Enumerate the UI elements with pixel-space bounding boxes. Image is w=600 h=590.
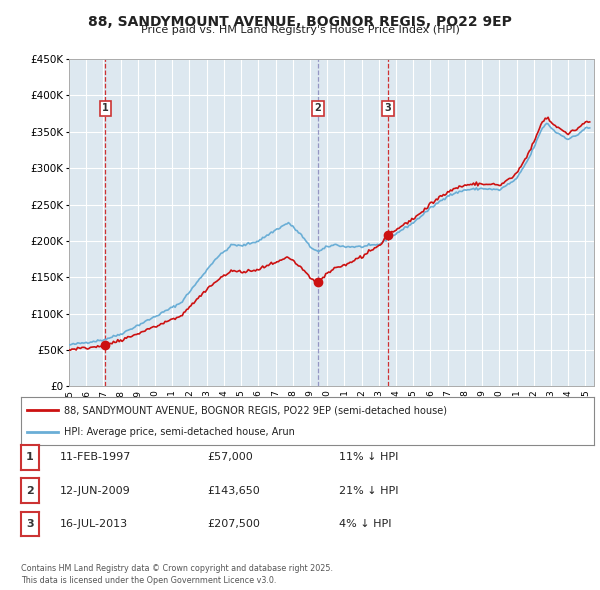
Text: Price paid vs. HM Land Registry's House Price Index (HPI): Price paid vs. HM Land Registry's House … — [140, 25, 460, 35]
Text: 4% ↓ HPI: 4% ↓ HPI — [339, 519, 391, 529]
Text: 11-FEB-1997: 11-FEB-1997 — [60, 453, 131, 462]
Text: HPI: Average price, semi-detached house, Arun: HPI: Average price, semi-detached house,… — [64, 427, 295, 437]
Text: 2: 2 — [314, 103, 321, 113]
Text: 11% ↓ HPI: 11% ↓ HPI — [339, 453, 398, 462]
Text: 88, SANDYMOUNT AVENUE, BOGNOR REGIS, PO22 9EP (semi-detached house): 88, SANDYMOUNT AVENUE, BOGNOR REGIS, PO2… — [64, 405, 447, 415]
Text: 3: 3 — [385, 103, 392, 113]
Text: £207,500: £207,500 — [207, 519, 260, 529]
Text: 21% ↓ HPI: 21% ↓ HPI — [339, 486, 398, 496]
Text: 1: 1 — [102, 103, 109, 113]
Text: 12-JUN-2009: 12-JUN-2009 — [60, 486, 131, 496]
Text: Contains HM Land Registry data © Crown copyright and database right 2025.
This d: Contains HM Land Registry data © Crown c… — [21, 564, 333, 585]
Text: 3: 3 — [26, 519, 34, 529]
Text: 88, SANDYMOUNT AVENUE, BOGNOR REGIS, PO22 9EP: 88, SANDYMOUNT AVENUE, BOGNOR REGIS, PO2… — [88, 15, 512, 29]
Text: £143,650: £143,650 — [207, 486, 260, 496]
Text: 2: 2 — [26, 486, 34, 496]
Text: £57,000: £57,000 — [207, 453, 253, 462]
Text: 16-JUL-2013: 16-JUL-2013 — [60, 519, 128, 529]
Text: 1: 1 — [26, 453, 34, 462]
